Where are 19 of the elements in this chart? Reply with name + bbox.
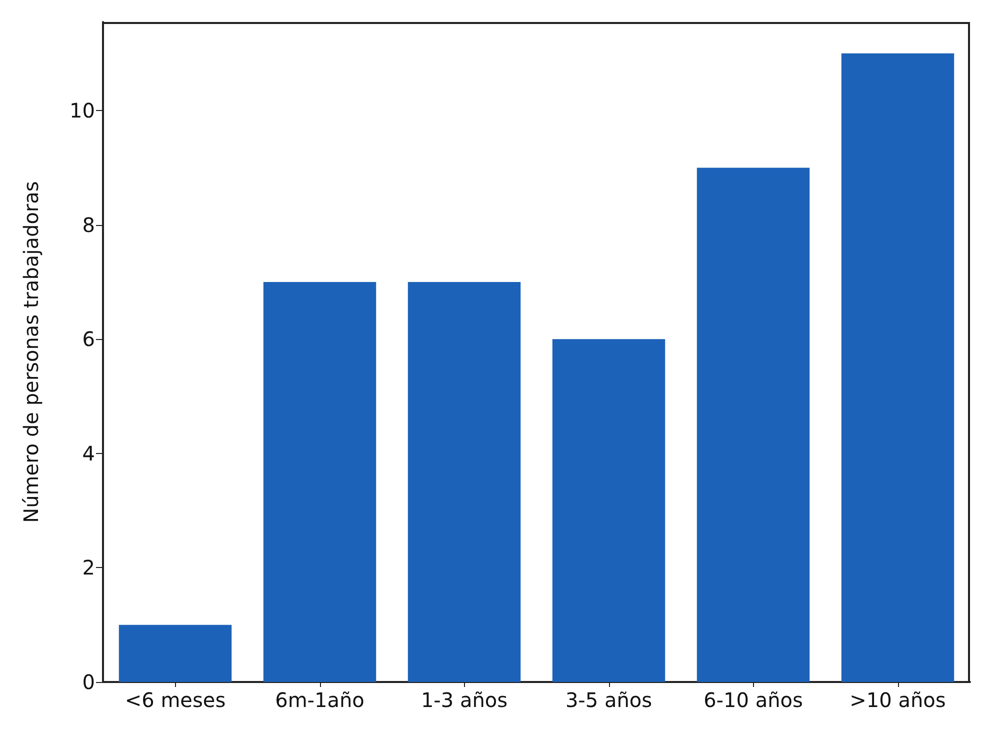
x-tick-label: 6-10 años [704,688,803,712]
x-tick-label: 6m-1año [275,688,364,712]
bar [552,339,666,682]
bar [841,53,954,682]
x-tick-label: 1-3 años [420,688,508,712]
bar [408,282,521,682]
y-tick-label: 8 [82,212,95,237]
y-tick-label: 4 [82,441,95,466]
y-tick-label: 2 [82,556,95,580]
bar [118,624,232,682]
x-tick-label: >10 años [850,688,946,712]
bar [696,168,810,682]
x-tick-label: 3-5 años [565,688,652,712]
y-tick-label: 10 [70,98,95,123]
y-tick-label: 0 [82,670,95,694]
y-axis-title: Número de personas trabajadoras [19,181,43,523]
y-tick-label: 6 [82,327,95,352]
x-tick-label: <6 meses [124,688,226,712]
bar [263,282,376,682]
